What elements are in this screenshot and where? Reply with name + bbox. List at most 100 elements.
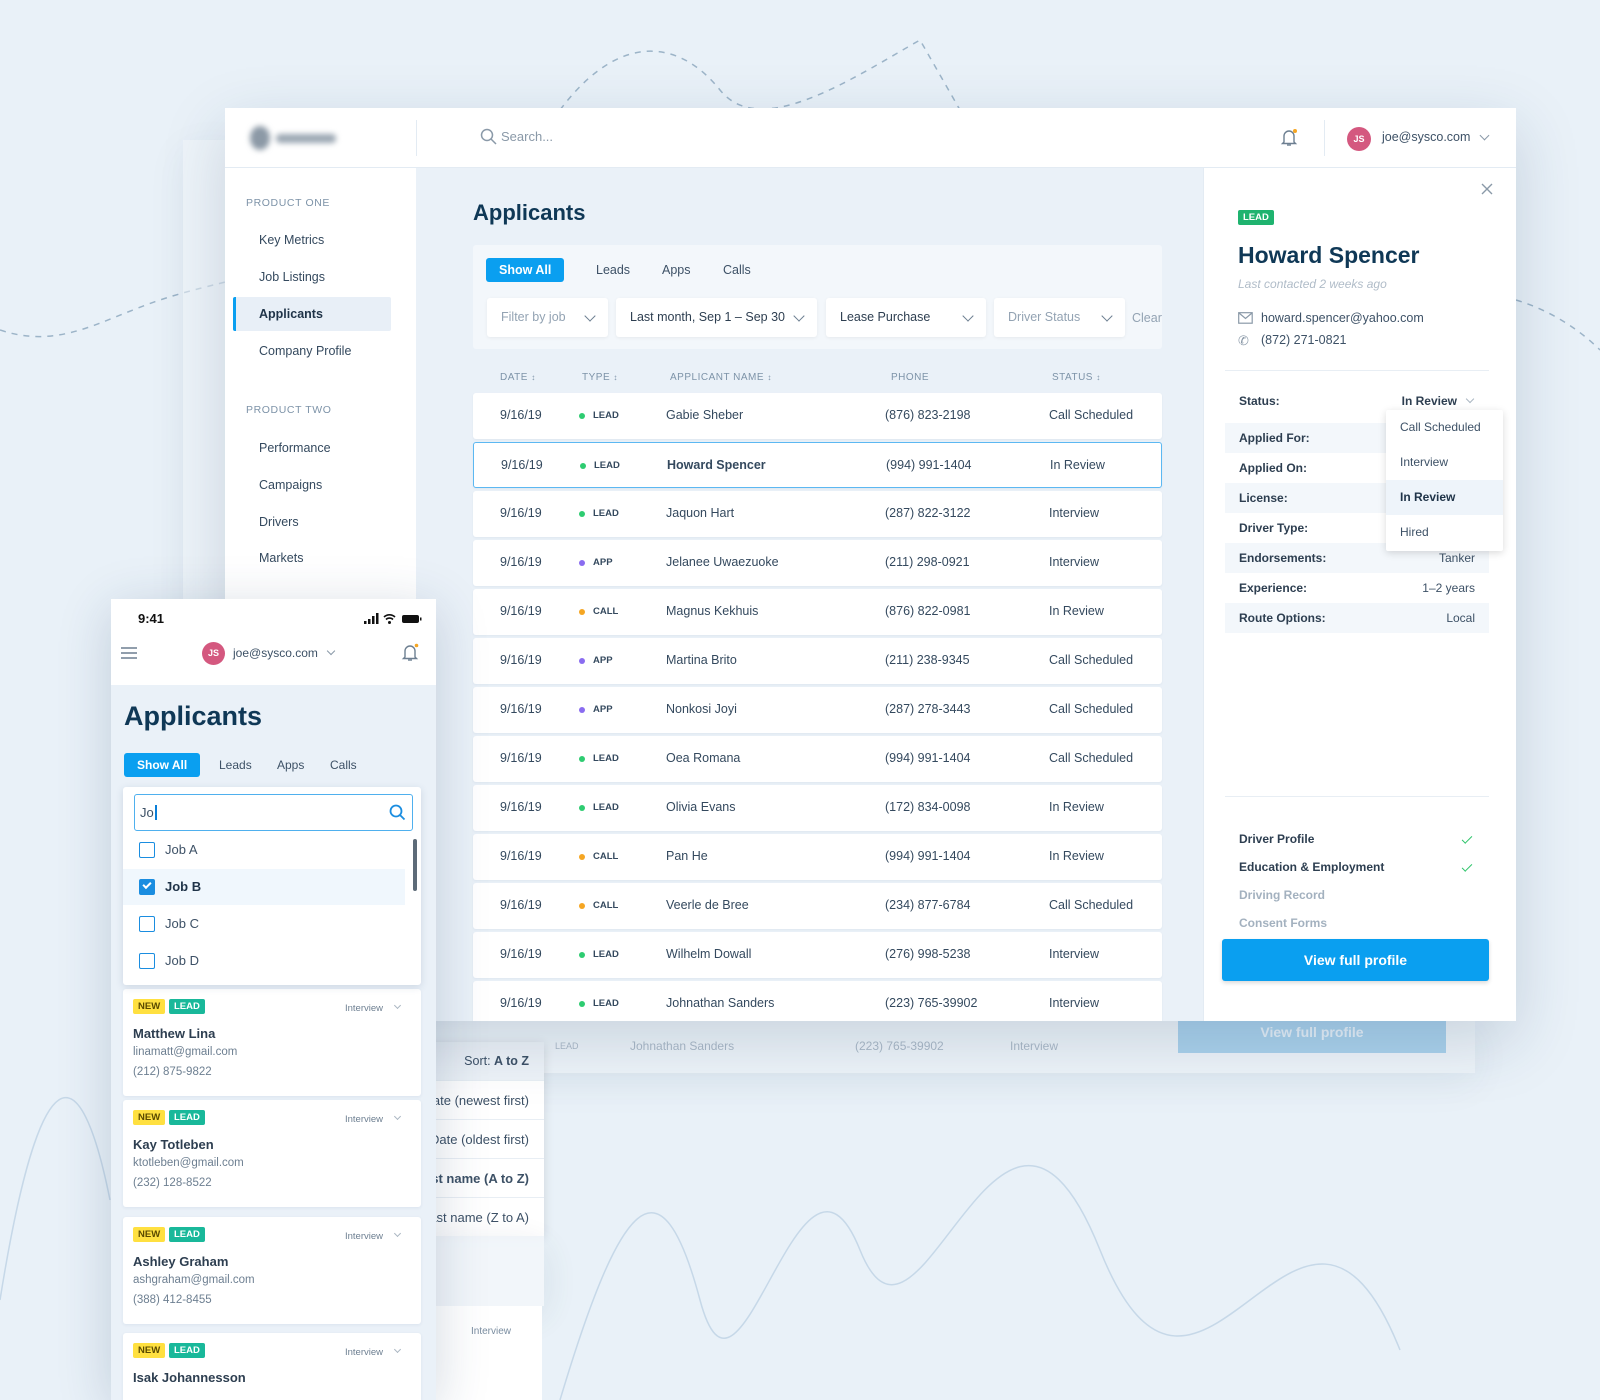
bell-icon[interactable] bbox=[1280, 128, 1298, 148]
tab-calls[interactable]: Calls bbox=[723, 263, 751, 277]
table-row[interactable]: 9/16/19 LEAD Olivia Evans (172) 834-0098… bbox=[473, 785, 1162, 831]
column-header[interactable]: PHONE bbox=[891, 372, 929, 383]
mobile-tab-calls[interactable]: Calls bbox=[330, 758, 357, 772]
job-option[interactable]: Job D bbox=[123, 943, 405, 979]
field-label: License: bbox=[1239, 491, 1288, 505]
close-icon[interactable] bbox=[1481, 183, 1493, 195]
table-row[interactable]: 9/16/19 LEAD Oea Romana (994) 991-1404 C… bbox=[473, 736, 1162, 782]
cell-name: Nonkosi Joyi bbox=[666, 702, 737, 716]
detail-field: Experience: 1–2 years bbox=[1225, 573, 1489, 603]
card-status-dropdown[interactable]: Interview bbox=[345, 1114, 384, 1125]
mobile-user-email[interactable]: joe@sysco.com bbox=[233, 646, 318, 660]
clear-filters-link[interactable]: Clear bbox=[1132, 311, 1162, 325]
status-option[interactable]: Call Scheduled bbox=[1400, 420, 1481, 434]
job-search-input[interactable]: Jo bbox=[134, 794, 413, 831]
checkbox[interactable] bbox=[139, 879, 155, 895]
card-status-dropdown[interactable]: Interview bbox=[345, 1347, 384, 1358]
table-row[interactable]: 9/16/19 LEAD Gabie Sheber (876) 823-2198… bbox=[473, 393, 1162, 439]
search-input[interactable]: Search... bbox=[501, 129, 554, 144]
sort-option[interactable]: Last name (A to Z) bbox=[330, 1158, 544, 1197]
sidebar-item-performance[interactable]: Performance bbox=[259, 441, 331, 455]
filter-job-dropdown[interactable]: Filter by job bbox=[487, 298, 608, 337]
job-option[interactable]: Job C bbox=[123, 906, 405, 942]
mobile-tab-leads[interactable]: Leads bbox=[219, 758, 252, 772]
sidebar-item-drivers[interactable]: Drivers bbox=[259, 515, 299, 529]
table-row[interactable]: 9/16/19 CALL Pan He (994) 991-1404 In Re… bbox=[473, 834, 1162, 880]
job-option[interactable]: Job B bbox=[123, 869, 405, 905]
purchase-type-dropdown[interactable]: Lease Purchase bbox=[826, 298, 986, 337]
column-header[interactable]: TYPE ↕ bbox=[582, 372, 618, 383]
column-header[interactable]: APPLICANT NAME ↕ bbox=[670, 372, 772, 383]
column-label: PHONE bbox=[891, 372, 930, 383]
status-value[interactable]: In Review bbox=[1401, 394, 1457, 408]
tab-show-all[interactable]: Show All bbox=[486, 258, 565, 282]
status-option[interactable]: Interview bbox=[1400, 455, 1449, 469]
column-header[interactable]: STATUS ↕ bbox=[1052, 372, 1101, 383]
field-value: Tanker bbox=[1438, 551, 1475, 565]
table-row[interactable]: 9/16/19 APP Nonkosi Joyi (287) 278-3443 … bbox=[473, 687, 1162, 733]
sort-option[interactable]: Date (newest first) bbox=[330, 1080, 544, 1119]
card-name: Isak Johannesson bbox=[133, 1370, 246, 1385]
job-option[interactable]: Job A bbox=[123, 832, 405, 868]
card-status-dropdown[interactable]: Interview bbox=[345, 1003, 384, 1014]
sort-icon: ↕ bbox=[1096, 373, 1101, 382]
table-row[interactable]: 9/16/19 LEAD Johnathan Sanders (223) 765… bbox=[473, 981, 1162, 1021]
sort-option[interactable]: Date (oldest first) bbox=[330, 1119, 544, 1158]
column-header[interactable]: DATE ↕ bbox=[500, 372, 536, 383]
checkbox[interactable] bbox=[139, 953, 155, 969]
checklist-item[interactable]: Driver Profile bbox=[1239, 832, 1315, 846]
applicant-card[interactable]: NEW LEAD Interview Matthew Lina linamatt… bbox=[123, 989, 421, 1096]
type-dot bbox=[579, 1001, 585, 1007]
job-filter-dropdown: Jo Job A Job B Job C Job D bbox=[123, 787, 421, 985]
sidebar-item-applicants[interactable]: Applicants bbox=[233, 297, 391, 331]
view-full-profile-button[interactable]: View full profile bbox=[1222, 939, 1489, 981]
table-row[interactable]: 9/16/19 LEAD Jaquon Hart (287) 822-3122 … bbox=[473, 491, 1162, 537]
ghost-row-status: Interview bbox=[1010, 1039, 1059, 1053]
applicant-card[interactable]: NEW LEAD Interview Isak Johannesson bbox=[123, 1333, 421, 1400]
chevron-down-icon bbox=[1101, 310, 1113, 322]
driver-status-dropdown[interactable]: Driver Status bbox=[994, 298, 1125, 337]
mobile-tab-apps[interactable]: Apps bbox=[277, 758, 305, 772]
mobile-avatar[interactable]: JS bbox=[202, 642, 225, 665]
table-row[interactable]: 9/16/19 APP Martina Brito (211) 238-9345… bbox=[473, 638, 1162, 684]
scrollbar[interactable] bbox=[413, 839, 417, 891]
card-phone: (232) 128-8522 bbox=[133, 1177, 212, 1189]
tab-leads[interactable]: Leads bbox=[596, 263, 631, 277]
status-row[interactable]: Status: In Review bbox=[1225, 386, 1489, 416]
cell-date: 9/16/19 bbox=[500, 800, 542, 814]
status-option[interactable]: Hired bbox=[1400, 525, 1429, 539]
cell-status: Call Scheduled bbox=[1049, 898, 1134, 912]
table-row[interactable]: 9/16/19 LEAD Wilhelm Dowall (276) 998-52… bbox=[473, 932, 1162, 978]
checkbox[interactable] bbox=[139, 842, 155, 858]
tab-apps[interactable]: Apps bbox=[662, 263, 691, 277]
table-row[interactable]: 9/16/19 APP Jelanee Uwaezuoke (211) 298-… bbox=[473, 540, 1162, 586]
chevron-down-icon[interactable] bbox=[1479, 130, 1490, 141]
sidebar-item-company-profile[interactable]: Company Profile bbox=[259, 344, 352, 358]
applicant-phone[interactable]: (872) 271-0821 bbox=[1261, 333, 1347, 347]
date-range-dropdown[interactable]: Last month, Sep 1 – Sep 30 bbox=[616, 298, 817, 337]
sidebar-item-campaigns[interactable]: Campaigns bbox=[259, 478, 323, 492]
checkbox[interactable] bbox=[139, 916, 155, 932]
mobile-tab-show-all[interactable]: Show All bbox=[124, 753, 201, 777]
checklist-item[interactable]: Driving Record bbox=[1239, 888, 1326, 902]
checklist-item[interactable]: Education & Employment bbox=[1239, 860, 1385, 874]
card-status-dropdown[interactable]: Interview bbox=[345, 1231, 384, 1242]
table-row[interactable]: 9/16/19 CALL Magnus Kekhuis (876) 822-09… bbox=[473, 589, 1162, 635]
sidebar-item-markets[interactable]: Markets bbox=[259, 551, 304, 565]
applicant-email[interactable]: howard.spencer@yahoo.com bbox=[1261, 311, 1424, 325]
user-email[interactable]: joe@sysco.com bbox=[1382, 130, 1471, 144]
hamburger-menu-icon[interactable] bbox=[121, 647, 137, 659]
sidebar-item-job-listings[interactable]: Job Listings bbox=[259, 270, 326, 284]
applicant-card[interactable]: NEW LEAD Interview Ashley Graham ashgrah… bbox=[123, 1217, 421, 1324]
table-row[interactable]: 9/16/19 CALL Veerle de Bree (234) 877-67… bbox=[473, 883, 1162, 929]
avatar[interactable]: JS bbox=[1347, 127, 1371, 151]
search-icon[interactable] bbox=[389, 804, 406, 821]
cell-date: 9/16/19 bbox=[500, 996, 542, 1010]
applicant-card[interactable]: NEW LEAD Interview Kay Totleben ktotlebe… bbox=[123, 1100, 421, 1207]
status-option[interactable]: In Review bbox=[1386, 480, 1503, 515]
table-row[interactable]: 9/16/19 LEAD Howard Spencer (994) 991-14… bbox=[473, 442, 1162, 488]
checklist-item[interactable]: Consent Forms bbox=[1239, 916, 1328, 930]
bell-icon[interactable] bbox=[401, 643, 419, 663]
sidebar-item-key-metrics[interactable]: Key Metrics bbox=[259, 233, 325, 247]
sort-option[interactable]: Last name (Z to A) bbox=[330, 1197, 544, 1236]
